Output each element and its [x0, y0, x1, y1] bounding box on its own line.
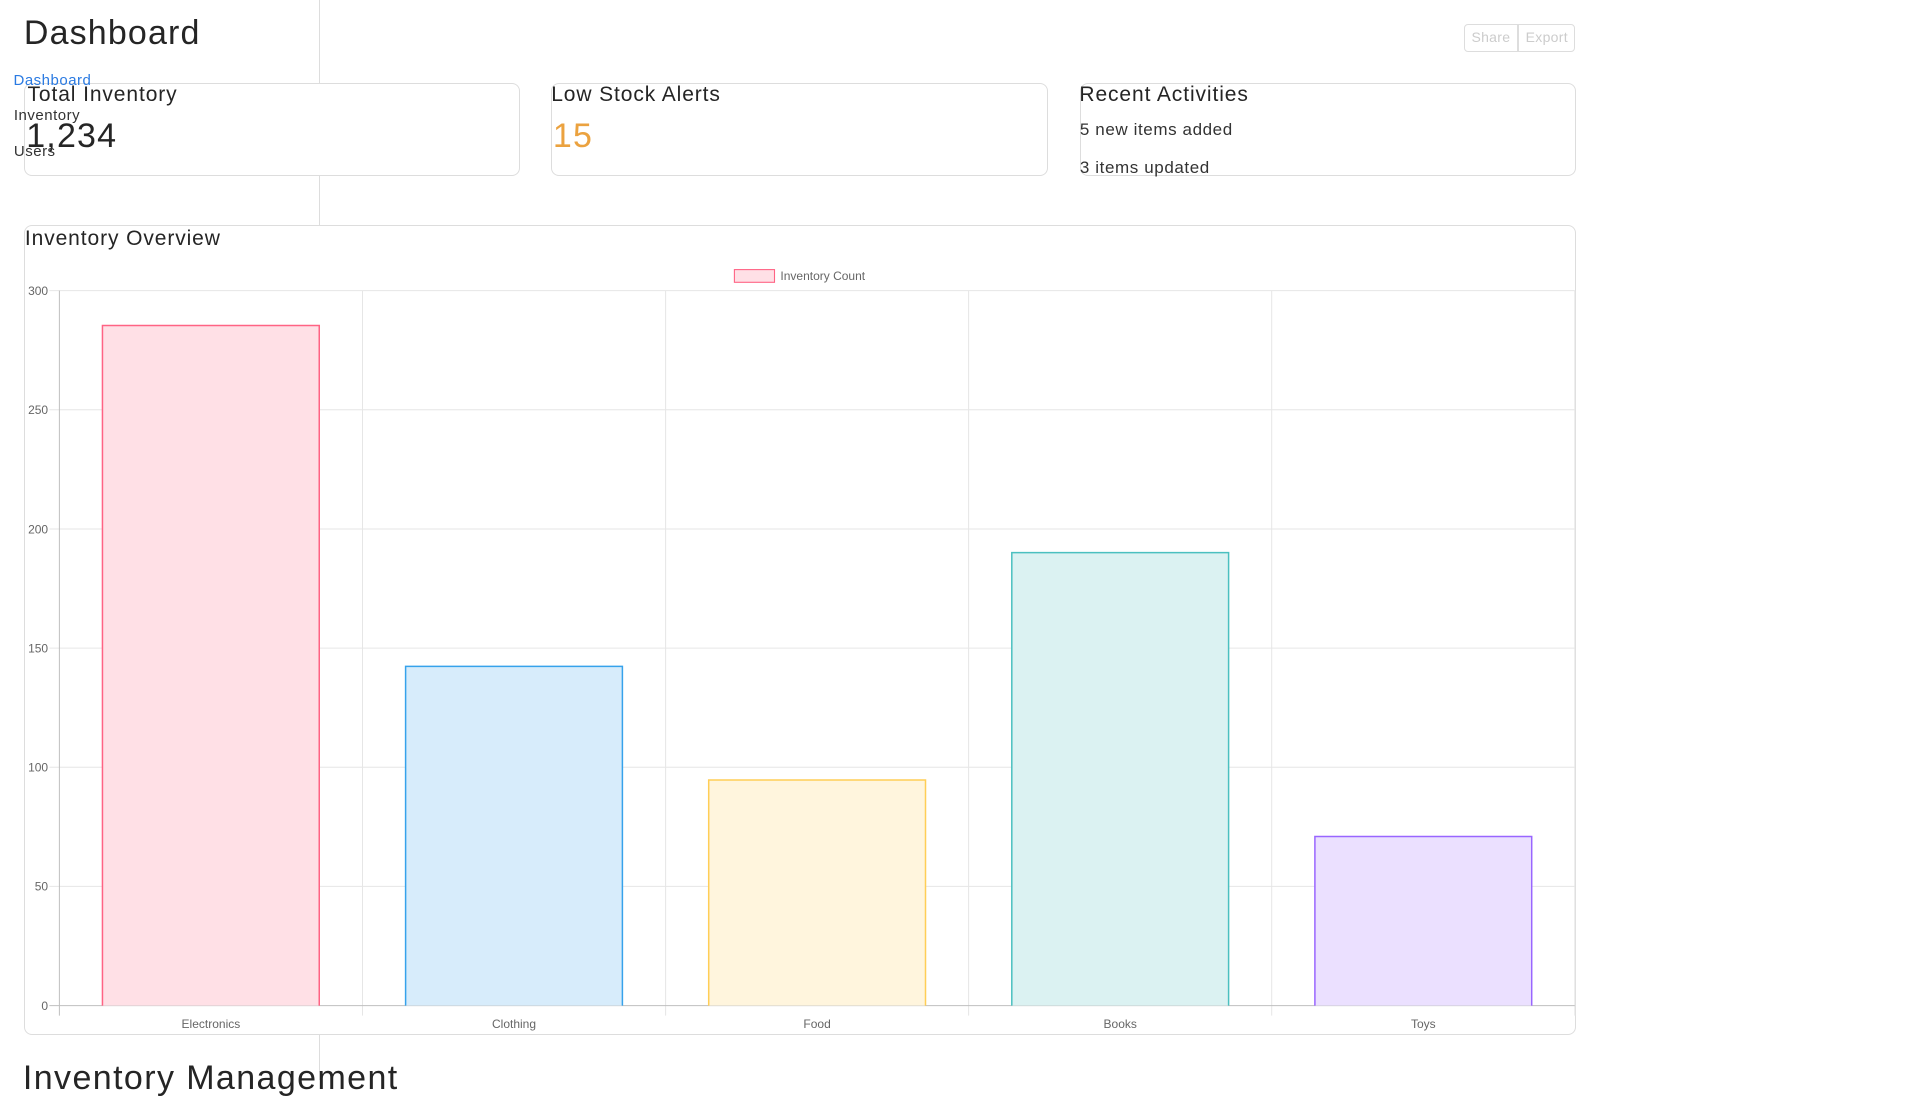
svg-text:Inventory Count: Inventory Count: [780, 269, 865, 283]
svg-text:Toys: Toys: [1411, 1017, 1436, 1031]
svg-text:Electronics: Electronics: [182, 1017, 241, 1031]
svg-text:100: 100: [28, 761, 48, 775]
svg-text:250: 250: [28, 403, 48, 417]
svg-text:Food: Food: [803, 1017, 830, 1031]
svg-text:200: 200: [28, 522, 48, 536]
svg-text:300: 300: [28, 284, 48, 298]
svg-text:Clothing: Clothing: [492, 1017, 536, 1031]
svg-text:50: 50: [35, 880, 49, 894]
svg-text:Books: Books: [1104, 1017, 1137, 1031]
svg-text:150: 150: [28, 641, 48, 655]
svg-text:0: 0: [41, 999, 48, 1013]
